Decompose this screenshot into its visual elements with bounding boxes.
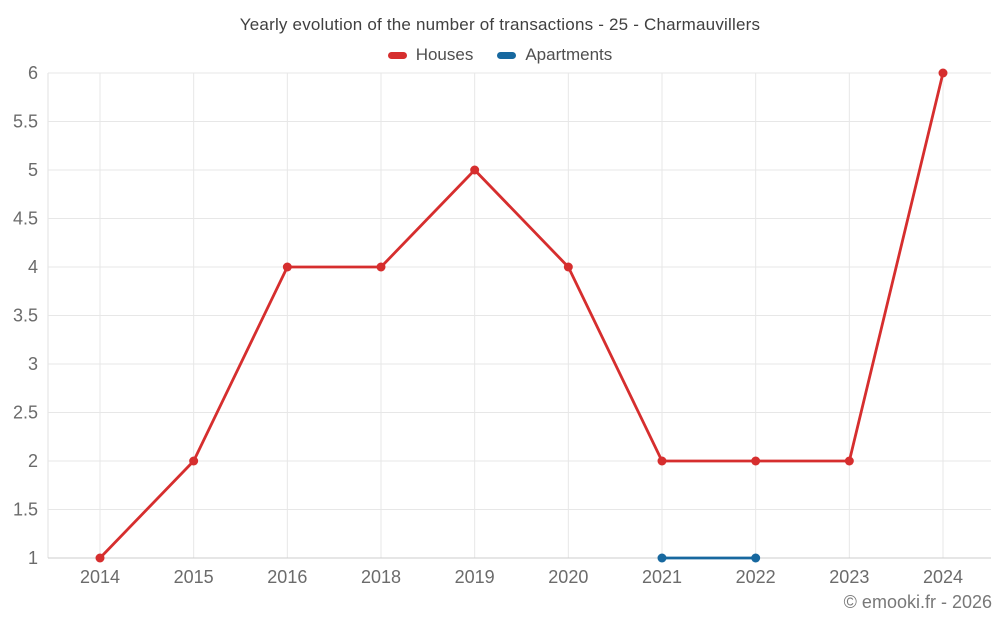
y-tick-label-2.5: 2.5 — [13, 403, 38, 423]
series-line-houses — [98, 72, 945, 559]
y-tick-label-4: 4 — [28, 257, 38, 277]
data-point-houses-2021[interactable] — [657, 456, 667, 466]
y-tick-label-2: 2 — [28, 451, 38, 471]
data-point-houses-2024[interactable] — [938, 68, 948, 78]
data-point-houses-2019[interactable] — [470, 165, 480, 175]
chart-title: Yearly evolution of the number of transa… — [239, 15, 761, 34]
watermark: © emooki.fr - 2026 — [843, 592, 992, 612]
y-tick-label-1.5: 1.5 — [13, 500, 38, 520]
chart-legend: Houses Apartments — [0, 45, 1000, 65]
data-point-houses-2015[interactable] — [189, 456, 199, 466]
x-tick-label-2022: 2022 — [736, 567, 776, 587]
legend-label-apartments: Apartments — [525, 45, 613, 64]
data-point-apartments-2022[interactable] — [751, 553, 761, 563]
apartments-series-swatch-icon — [497, 51, 517, 59]
data-point-houses-2023[interactable] — [844, 456, 854, 466]
data-point-apartments-2021[interactable] — [657, 553, 667, 563]
y-tick-label-1: 1 — [28, 548, 38, 568]
y-tick-label-5.5: 5.5 — [13, 112, 38, 132]
x-tick-label-2016: 2016 — [267, 567, 307, 587]
legend-label-houses: Houses — [415, 45, 474, 64]
y-tick-label-3.5: 3.5 — [13, 306, 38, 326]
legend-item-apartments[interactable]: Apartments — [497, 45, 612, 65]
y-tick-label-5: 5 — [28, 160, 38, 180]
x-tick-label-2021: 2021 — [642, 567, 682, 587]
y-tick-label-6: 6 — [28, 63, 38, 83]
x-tick-label-2014: 2014 — [80, 567, 120, 587]
y-tick-label-3: 3 — [28, 354, 38, 374]
y-tick-label-4.5: 4.5 — [13, 209, 38, 229]
data-point-houses-2018[interactable] — [376, 262, 386, 272]
x-tick-label-2020: 2020 — [548, 567, 588, 587]
data-point-houses-2020[interactable] — [563, 262, 573, 272]
x-tick-label-2019: 2019 — [455, 567, 495, 587]
data-point-houses-2016[interactable] — [282, 262, 292, 272]
x-tick-label-2015: 2015 — [174, 567, 214, 587]
legend-item-houses[interactable]: Houses — [387, 45, 474, 65]
data-point-houses-2014[interactable] — [95, 553, 105, 563]
x-tick-label-2018: 2018 — [361, 567, 401, 587]
x-tick-label-2024: 2024 — [923, 567, 963, 587]
x-tick-label-2023: 2023 — [829, 567, 869, 587]
data-point-houses-2022[interactable] — [751, 456, 761, 466]
houses-series-swatch-icon — [387, 51, 407, 59]
